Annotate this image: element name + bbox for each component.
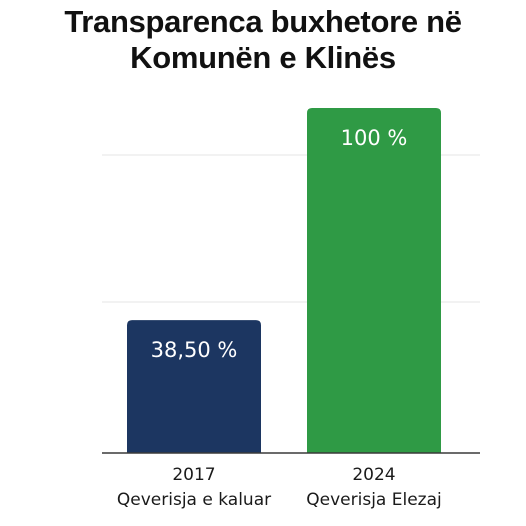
category-year-2017: 2017 xyxy=(172,465,215,485)
category-year-2024: 2024 xyxy=(352,465,395,485)
bar-value-label-2024: 100 % xyxy=(341,126,408,150)
category-label-2024: Qeverisja Elezaj xyxy=(306,490,441,510)
category-label-2017: Qeverisja e kaluar xyxy=(117,490,271,510)
bar-2024 xyxy=(307,108,441,453)
bar-2017 xyxy=(127,320,261,453)
chart-title-line-1: Transparenca buxhetore në xyxy=(64,4,462,39)
bar-value-label-2017: 38,50 % xyxy=(151,338,238,362)
chart-title: Transparenca buxhetore në Komunën e Klin… xyxy=(0,4,526,76)
chart-title-line-2: Komunën e Klinës xyxy=(130,40,396,75)
